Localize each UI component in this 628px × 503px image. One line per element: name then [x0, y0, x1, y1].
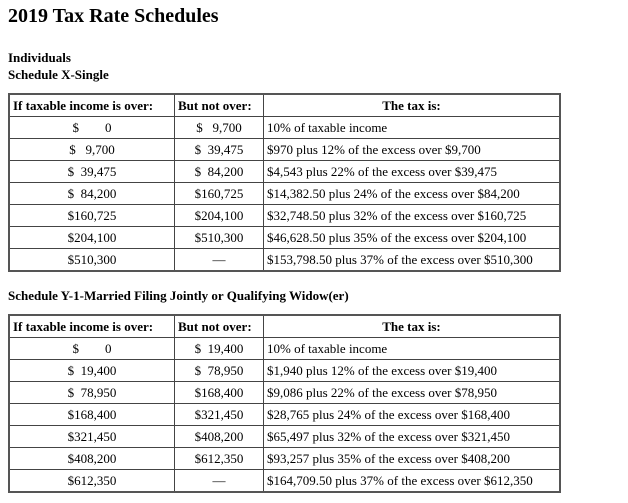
table-row: $168,400 $321,450 $28,765 plus 24% of the … [8, 403, 561, 426]
table-cell: $ 19,400 [8, 359, 175, 382]
table-row: $ 9,700 $ 39,475 $970 plus 12% of the exce… [8, 138, 561, 161]
table-cell: — [174, 248, 264, 272]
table-cell: $168,400 [8, 403, 175, 426]
table-cell: $1,940 plus 12% of the excess over $19,4… [263, 359, 561, 382]
table-cell: $ 78,950 [8, 381, 175, 404]
table-row: $510,300— $153,798.50 plus 37% of the exc… [8, 248, 561, 272]
table-cell: $ 0 [8, 337, 175, 360]
table-cell: $164,709.50 plus 37% of the excess over … [263, 469, 561, 493]
table-cell: $510,300 [174, 226, 264, 249]
table-row: $ 19,400 $ 78,950 $1,940 plus 12% of the e… [8, 359, 561, 382]
table-cell: $ 84,200 [174, 160, 264, 183]
table-cell: $ 84,200 [8, 182, 175, 205]
table-cell: $321,450 [8, 425, 175, 448]
table-cell: $ 9,700 [8, 138, 175, 161]
table-row: $ 0 $ 19,400 10% of taxable income [8, 337, 561, 360]
table-cell: $ 78,950 [174, 359, 264, 382]
schedule-heading: Schedule X-Single [8, 67, 109, 82]
table-cell: $160,725 [174, 182, 264, 205]
table-cell: $ 39,475 [174, 138, 264, 161]
table-row: $160,725 $204,100 $32,748.50 plus 32% of t… [8, 204, 561, 227]
table-cell: $ 39,475 [8, 160, 175, 183]
table-cell: $168,400 [174, 381, 264, 404]
table-row: $408,200 $612,350 $93,257 plus 35% of the … [8, 447, 561, 470]
title: 2019 Tax Rate Schedules [8, 5, 219, 27]
table-cell: $321,450 [174, 403, 264, 426]
table-row: $ 84,200 $160,725 $14,382.50 plus 24% of t… [8, 182, 561, 205]
table-cell: 10% of taxable income [263, 337, 561, 360]
table-cell: $28,765 plus 24% of the excess over $168… [263, 403, 561, 426]
table-cell: $ 19,400 [174, 337, 264, 360]
table-cell: $204,100 [174, 204, 264, 227]
table-cell: $204,100 [8, 226, 175, 249]
table-cell: $93,257 plus 35% of the excess over $408… [263, 447, 561, 470]
table-cell: $ 0 [8, 116, 175, 139]
table-cell: $4,543 plus 22% of the excess over $39,4… [263, 160, 561, 183]
table-cell: $612,350 [8, 469, 175, 493]
table-cell: $408,200 [174, 425, 264, 448]
table-row: $ 0 $ 9,700 10% of taxable income [8, 116, 561, 139]
table-cell: $160,725 [8, 204, 175, 227]
tax-table: If taxable income is over: But not over: T… [8, 314, 561, 493]
column-header: If taxable income is over: [8, 314, 175, 338]
table-row: $321,450 $408,200 $65,497 plus 32% of the … [8, 425, 561, 448]
table-cell: $510,300 [8, 248, 175, 272]
table-row: $612,350— $164,709.50 plus 37% of the exc… [8, 469, 561, 493]
column-header: But not over: [174, 314, 264, 338]
table-cell: $65,497 plus 32% of the excess over $321… [263, 425, 561, 448]
table-cell: $46,628.50 plus 35% of the excess over $… [263, 226, 561, 249]
header-row: If taxable income is over: But not over: T… [8, 93, 561, 117]
table-cell: — [174, 469, 264, 493]
table-cell: $408,200 [8, 447, 175, 470]
header-row: If taxable income is over: But not over: T… [8, 314, 561, 338]
table-row: $ 78,950 $168,400 $9,086 plus 22% of the e… [8, 381, 561, 404]
table-cell: $970 plus 12% of the excess over $9,700 [263, 138, 561, 161]
table-cell: $32,748.50 plus 32% of the excess over $… [263, 204, 561, 227]
table-row: $204,100 $510,300 $46,628.50 plus 35% of t… [8, 226, 561, 249]
column-header: But not over: [174, 93, 264, 117]
table-cell: $153,798.50 plus 37% of the excess over … [263, 248, 561, 272]
table-row: $ 39,475 $ 84,200 $4,543 plus 22% of the e… [8, 160, 561, 183]
section-heading: Individuals [8, 50, 71, 65]
column-header: If taxable income is over: [8, 93, 175, 117]
table-cell: $612,350 [174, 447, 264, 470]
table-cell: $ 9,700 [174, 116, 264, 139]
schedule-heading: Schedule Y-1-Married Filing Jointly or Q… [8, 288, 349, 303]
column-header: The tax is: [263, 93, 561, 117]
table-cell: $9,086 plus 22% of the excess over $78,9… [263, 381, 561, 404]
table-cell: 10% of taxable income [263, 116, 561, 139]
tax-table: If taxable income is over: But not over: T… [8, 93, 561, 272]
table-cell: $14,382.50 plus 24% of the excess over $… [263, 182, 561, 205]
column-header: The tax is: [263, 314, 561, 338]
